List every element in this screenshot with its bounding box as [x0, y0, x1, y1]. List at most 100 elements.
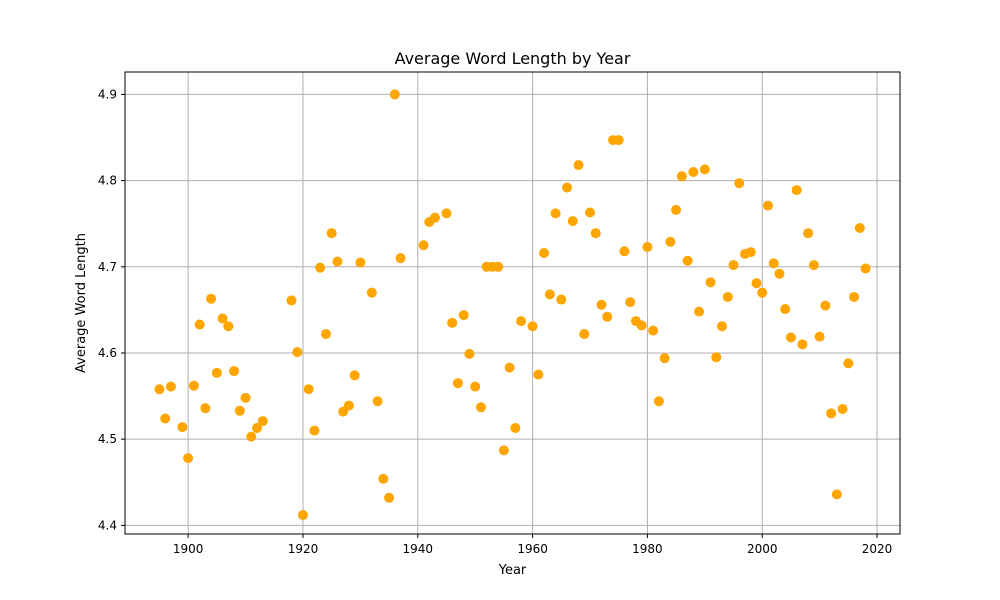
y-axis-ticks: 4.4 4.5 4.6 4.7 4.8 4.9: [98, 87, 125, 532]
data-point: [785, 332, 796, 343]
data-point: [849, 291, 860, 302]
data-point: [464, 348, 475, 359]
data-point: [372, 396, 383, 407]
data-point: [636, 320, 647, 331]
data-point: [332, 256, 343, 267]
data-point: [498, 445, 509, 456]
data-point: [820, 300, 831, 311]
data-point: [803, 228, 814, 239]
data-point: [418, 240, 429, 251]
data-point: [240, 392, 251, 403]
data-point: [188, 380, 199, 391]
grid-lines: [125, 72, 900, 534]
data-point: [320, 329, 331, 340]
data-point: [676, 171, 687, 182]
data-point: [355, 257, 366, 268]
y-tick-label: 4.7: [98, 260, 117, 274]
data-point: [252, 422, 263, 433]
data-point: [366, 287, 377, 298]
data-point: [791, 185, 802, 196]
data-point: [475, 402, 486, 413]
data-point: [688, 166, 699, 177]
data-point: [533, 369, 544, 380]
data-point: [154, 384, 165, 395]
data-point: [860, 263, 871, 274]
data-point: [653, 396, 664, 407]
data-point: [826, 408, 837, 419]
data-point: [539, 248, 550, 259]
data-point: [774, 268, 785, 279]
data-point: [602, 311, 613, 322]
data-point: [510, 422, 521, 433]
data-point: [234, 405, 245, 416]
x-axis-ticks: 1900 1920 1940 1960 1980 2000 2020: [173, 534, 892, 556]
data-point: [671, 204, 682, 215]
data-point: [757, 287, 768, 298]
data-point: [648, 325, 659, 336]
data-point: [567, 216, 578, 227]
data-point: [206, 293, 217, 304]
data-point: [579, 329, 590, 340]
data-point: [229, 366, 240, 377]
data-point: [384, 492, 395, 503]
data-point: [596, 299, 607, 310]
data-point: [694, 306, 705, 317]
data-point: [768, 258, 779, 269]
data-point: [504, 362, 515, 373]
data-point: [246, 431, 257, 442]
data-point: [550, 208, 561, 219]
data-point: [200, 403, 211, 414]
data-point: [430, 212, 440, 223]
data-point: [303, 384, 314, 395]
data-point: [711, 352, 722, 363]
data-point: [728, 260, 739, 271]
data-point: [585, 207, 595, 218]
data-point: [516, 316, 527, 327]
data-point: [745, 247, 756, 258]
data-point: [751, 278, 762, 289]
data-point: [527, 321, 538, 332]
x-tick-label: 2000: [747, 542, 778, 556]
data-point: [780, 304, 791, 315]
data-point: [734, 178, 745, 189]
data-point: [573, 160, 584, 171]
x-axis-label: Year: [498, 563, 527, 578]
data-point: [854, 223, 865, 234]
data-point: [613, 135, 624, 146]
data-point: [659, 353, 670, 364]
y-tick-label: 4.8: [98, 174, 117, 188]
data-point: [493, 261, 504, 272]
data-point: [699, 164, 710, 175]
plot-frame: [124, 71, 901, 535]
data-point: [625, 297, 636, 308]
data-point: [160, 413, 171, 424]
data-point: [843, 358, 854, 369]
x-tick-label: 1940: [403, 542, 434, 556]
data-points: [154, 89, 871, 521]
data-point: [326, 228, 337, 239]
chart-title: Average Word Length by Year: [395, 49, 631, 68]
data-point: [619, 246, 630, 257]
data-point: [441, 208, 452, 219]
data-point: [470, 381, 481, 392]
x-tick-label: 2020: [862, 542, 893, 556]
data-point: [177, 422, 188, 433]
data-point: [217, 313, 228, 324]
data-point: [544, 289, 555, 300]
data-point: [762, 200, 773, 211]
data-point: [452, 378, 463, 389]
data-point: [447, 317, 458, 328]
data-point: [717, 321, 728, 332]
data-point: [165, 381, 176, 392]
data-point: [378, 473, 389, 484]
data-point: [831, 489, 842, 500]
data-point: [223, 321, 234, 332]
data-point: [286, 295, 297, 306]
data-point: [642, 241, 653, 252]
data-point: [257, 416, 268, 427]
y-tick-label: 4.5: [98, 432, 117, 446]
data-point: [297, 510, 308, 521]
data-point: [808, 260, 819, 271]
data-point: [590, 228, 601, 239]
